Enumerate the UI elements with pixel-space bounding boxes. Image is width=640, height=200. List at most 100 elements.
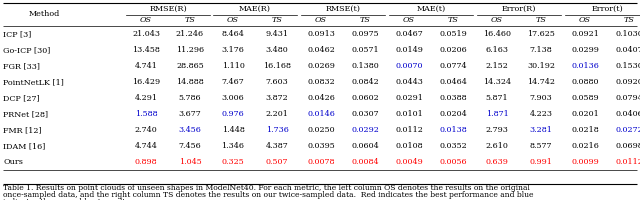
Text: 0.0138: 0.0138 — [439, 126, 467, 134]
Text: 21.246: 21.246 — [176, 30, 204, 38]
Text: 0.0136: 0.0136 — [571, 62, 599, 70]
Text: PointNetLK [1]: PointNetLK [1] — [3, 78, 64, 86]
Text: 0.0467: 0.0467 — [395, 30, 423, 38]
Text: 2.201: 2.201 — [266, 110, 289, 118]
Text: 7.138: 7.138 — [530, 46, 552, 54]
Text: Go-ICP [30]: Go-ICP [30] — [3, 46, 51, 54]
Text: OS: OS — [140, 16, 152, 24]
Text: 3.176: 3.176 — [221, 46, 244, 54]
Text: 3.006: 3.006 — [221, 94, 244, 102]
Text: MAE(R): MAE(R) — [239, 5, 271, 13]
Text: 3.677: 3.677 — [179, 110, 202, 118]
Text: 0.0292: 0.0292 — [351, 126, 379, 134]
Text: RMSE(t): RMSE(t) — [326, 5, 360, 13]
Text: 0.0291: 0.0291 — [395, 94, 423, 102]
Text: MAE(t): MAE(t) — [417, 5, 445, 13]
Text: 3.281: 3.281 — [529, 126, 552, 134]
Text: 0.0078: 0.0078 — [307, 158, 335, 166]
Text: 0.0464: 0.0464 — [439, 78, 467, 86]
Text: 0.0407: 0.0407 — [615, 46, 640, 54]
Text: 9.431: 9.431 — [266, 30, 289, 38]
Text: 0.0388: 0.0388 — [439, 94, 467, 102]
Text: 0.0201: 0.0201 — [571, 110, 599, 118]
Text: 0.0842: 0.0842 — [351, 78, 379, 86]
Text: 0.507: 0.507 — [266, 158, 288, 166]
Text: RMSE(R): RMSE(R) — [149, 5, 187, 13]
Text: 16.460: 16.460 — [483, 30, 511, 38]
Text: 0.0604: 0.0604 — [351, 142, 379, 150]
Text: 0.0426: 0.0426 — [307, 94, 335, 102]
Text: 0.0204: 0.0204 — [439, 110, 467, 118]
Text: 6.163: 6.163 — [486, 46, 509, 54]
Text: 4.741: 4.741 — [134, 62, 157, 70]
Text: 0.0913: 0.0913 — [307, 30, 335, 38]
Text: 3.480: 3.480 — [266, 46, 289, 54]
Text: 7.456: 7.456 — [179, 142, 202, 150]
Text: OS: OS — [403, 16, 415, 24]
Text: 0.0218: 0.0218 — [571, 126, 599, 134]
Text: 1.736: 1.736 — [266, 126, 289, 134]
Text: 2.740: 2.740 — [134, 126, 157, 134]
Text: Table 1. Results on point clouds of unseen shapes in ModelNet40. For each metric: Table 1. Results on point clouds of unse… — [3, 184, 530, 192]
Text: 5.871: 5.871 — [486, 94, 508, 102]
Text: 0.0880: 0.0880 — [572, 78, 599, 86]
Text: Method: Method — [28, 10, 60, 19]
Text: 0.991: 0.991 — [529, 158, 552, 166]
Text: 28.865: 28.865 — [176, 62, 204, 70]
Text: 0.0589: 0.0589 — [571, 94, 599, 102]
Text: 0.0112: 0.0112 — [395, 126, 423, 134]
Text: 0.0056: 0.0056 — [439, 158, 467, 166]
Text: 4.744: 4.744 — [134, 142, 157, 150]
Text: FGR [33]: FGR [33] — [3, 62, 40, 70]
Text: 0.0250: 0.0250 — [307, 126, 335, 134]
Text: TS: TS — [623, 16, 634, 24]
Text: 0.0832: 0.0832 — [307, 78, 335, 86]
Text: 0.0112: 0.0112 — [615, 158, 640, 166]
Text: 4.223: 4.223 — [529, 110, 552, 118]
Text: 0.0099: 0.0099 — [571, 158, 599, 166]
Text: 0.0602: 0.0602 — [351, 94, 379, 102]
Text: OS: OS — [579, 16, 591, 24]
Text: 0.0269: 0.0269 — [307, 62, 335, 70]
Text: 0.1030: 0.1030 — [615, 30, 640, 38]
Text: 0.0049: 0.0049 — [395, 158, 423, 166]
Text: 0.0698: 0.0698 — [615, 142, 640, 150]
Text: 1.588: 1.588 — [134, 110, 157, 118]
Text: 4.387: 4.387 — [266, 142, 289, 150]
Text: 2.793: 2.793 — [486, 126, 508, 134]
Text: 14.742: 14.742 — [527, 78, 555, 86]
Text: 30.192: 30.192 — [527, 62, 555, 70]
Text: 0.639: 0.639 — [486, 158, 508, 166]
Text: TS: TS — [536, 16, 547, 24]
Text: 7.603: 7.603 — [266, 78, 289, 86]
Text: 0.325: 0.325 — [221, 158, 244, 166]
Text: once-sampled data, and the right column TS denotes the results on our twice-samp: once-sampled data, and the right column … — [3, 191, 534, 199]
Text: 0.0571: 0.0571 — [351, 46, 379, 54]
Text: 0.1380: 0.1380 — [351, 62, 379, 70]
Text: DCP [27]: DCP [27] — [3, 94, 40, 102]
Text: 0.0462: 0.0462 — [307, 46, 335, 54]
Text: PRNet [28]: PRNet [28] — [3, 110, 48, 118]
Text: 7.903: 7.903 — [530, 94, 552, 102]
Text: 0.0084: 0.0084 — [351, 158, 379, 166]
Text: 1.448: 1.448 — [221, 126, 244, 134]
Text: 3.872: 3.872 — [266, 94, 289, 102]
Text: indicates the second-best result.: indicates the second-best result. — [3, 198, 128, 200]
Text: TS: TS — [184, 16, 195, 24]
Text: 8.577: 8.577 — [530, 142, 552, 150]
Text: OS: OS — [315, 16, 327, 24]
Text: IDAM [16]: IDAM [16] — [3, 142, 45, 150]
Text: 8.464: 8.464 — [221, 30, 244, 38]
Text: 17.625: 17.625 — [527, 30, 555, 38]
Text: 0.0921: 0.0921 — [571, 30, 599, 38]
Text: 0.0794: 0.0794 — [615, 94, 640, 102]
Text: 16.429: 16.429 — [132, 78, 160, 86]
Text: 0.0406: 0.0406 — [615, 110, 640, 118]
Text: Error(R): Error(R) — [502, 5, 536, 13]
Text: 0.0519: 0.0519 — [439, 30, 467, 38]
Text: 1.871: 1.871 — [486, 110, 508, 118]
Text: 1.346: 1.346 — [221, 142, 244, 150]
Text: 0.0070: 0.0070 — [396, 62, 423, 70]
Text: 0.0774: 0.0774 — [439, 62, 467, 70]
Text: 1.045: 1.045 — [179, 158, 202, 166]
